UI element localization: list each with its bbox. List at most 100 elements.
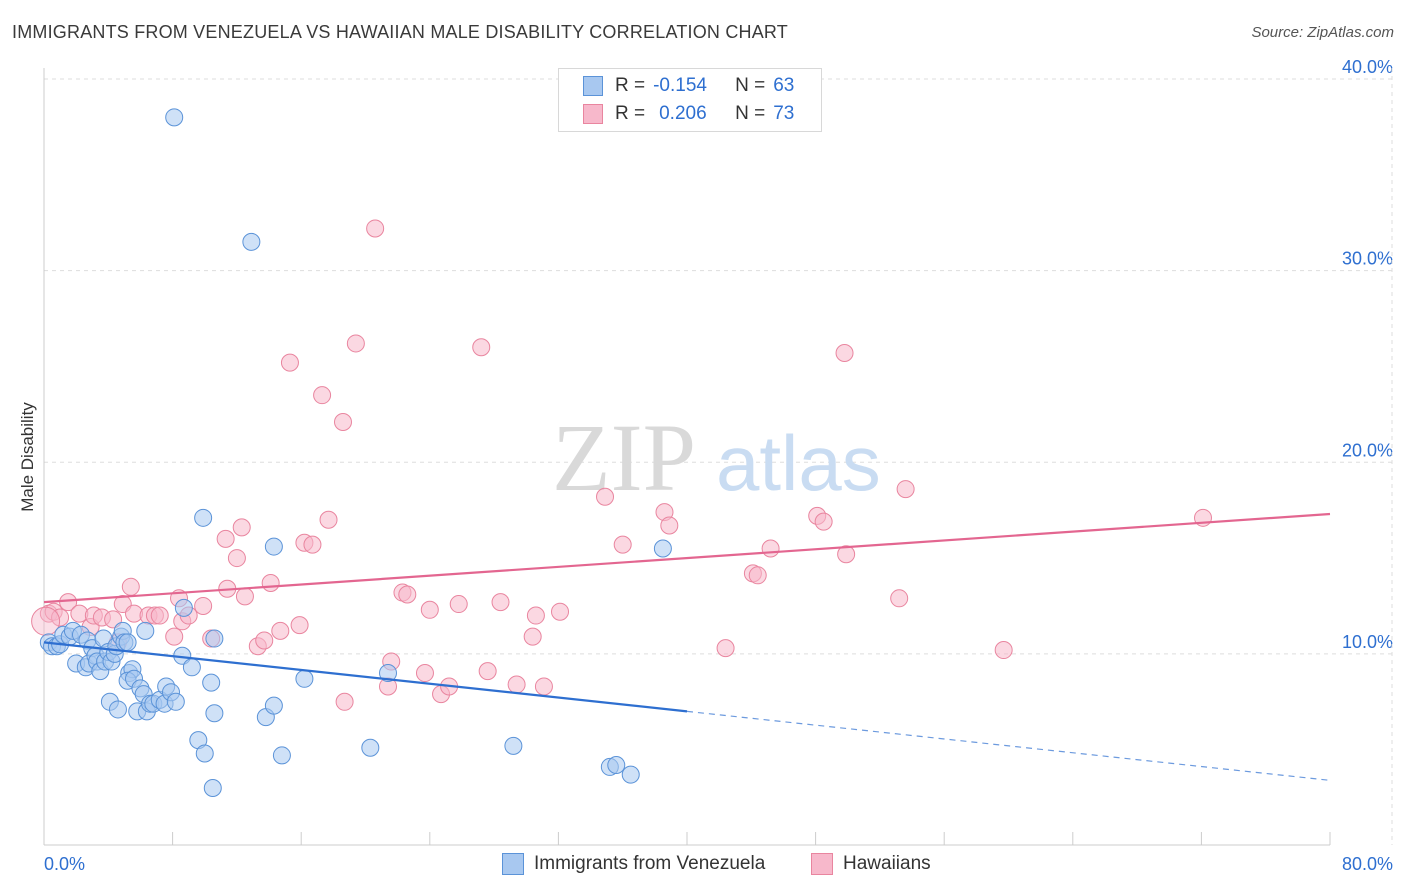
venezuela-point <box>118 633 137 652</box>
y-tick-label: 30.0% <box>1342 249 1393 269</box>
hawaiians-point <box>232 518 251 537</box>
bottom-legend-label: Immigrants from Venezuela <box>534 853 766 874</box>
hawaiians-point <box>814 512 833 531</box>
hawaiians-point <box>748 566 767 585</box>
chart-title: IMMIGRANTS FROM VENEZUELA VS HAWAIIAN MA… <box>12 22 788 42</box>
venezuela-point <box>165 108 184 127</box>
venezuela-point <box>205 704 224 723</box>
legend-r-value: -0.154 <box>653 75 707 96</box>
venezuela-point <box>242 232 261 251</box>
hawaiians-trendline <box>43 512 1331 604</box>
venezuela-point <box>264 537 283 556</box>
hawaiians-point <box>994 641 1013 660</box>
grid-layer: 10.0% 20.0% 30.0% 40.0% <box>44 57 1393 655</box>
hawaiians-point <box>478 662 497 681</box>
hawaiians-point <box>51 608 70 627</box>
y-tick-label: 40.0% <box>1342 57 1393 77</box>
hawaiians-point <box>551 602 570 621</box>
venezuela-point <box>361 738 380 757</box>
hawaiians-point <box>194 596 213 615</box>
hawaiians-point <box>150 606 169 625</box>
venezuela-point <box>136 621 155 640</box>
venezuela-point <box>203 779 222 798</box>
x-tick-label-max: 80.0% <box>1342 854 1393 874</box>
venezuela-point <box>272 746 291 765</box>
hawaiians-point <box>227 549 246 568</box>
watermark-zip: ZIP <box>552 404 696 511</box>
hawaiians-point <box>235 587 254 606</box>
venezuela-point <box>194 508 213 527</box>
hawaiians-point <box>491 593 510 612</box>
stats-legend: R = -0.154 N = 63 R = 0.206 N = 73 <box>558 68 822 132</box>
legend-r-label: R = <box>615 75 646 96</box>
hawaiians-point <box>835 344 854 363</box>
hawaiians-point <box>121 577 140 596</box>
venezuela-point <box>621 765 640 784</box>
venezuela-point <box>607 756 626 775</box>
trend-layer <box>43 512 1331 781</box>
hawaiians-point <box>346 334 365 353</box>
hawaiians-point <box>420 600 439 619</box>
venezuela-point <box>174 598 193 617</box>
hawaiians-point <box>596 487 615 506</box>
watermark-atlas: atlas <box>716 419 881 507</box>
watermark: ZIP atlas <box>552 404 881 511</box>
hawaiians-point <box>761 539 780 558</box>
venezuela-point <box>504 736 523 755</box>
hawaiians-point <box>280 353 299 372</box>
legend-swatch-pink <box>583 104 603 124</box>
hawaiians-point <box>216 529 235 548</box>
hawaiians-point <box>290 616 309 635</box>
hawaiians-point <box>890 589 909 608</box>
hawaiians-point <box>333 413 352 432</box>
x-tick-label-min: 0.0% <box>44 854 85 874</box>
venezuela-point <box>182 658 201 677</box>
bottom-legend-hawaiians[interactable]: Hawaiians <box>811 852 931 876</box>
bottom-legend-swatch-blue <box>502 853 524 875</box>
legend-r-value: 0.206 <box>659 103 707 124</box>
hawaiians-point <box>335 692 354 711</box>
venezuela-point <box>379 664 398 683</box>
bottom-legend-swatch-pink <box>811 853 833 875</box>
hawaiians-point <box>366 219 385 238</box>
venezuela-point <box>195 744 214 763</box>
hawaiians-point <box>534 677 553 696</box>
hawaiians-point <box>507 675 526 694</box>
hawaiians-point <box>837 545 856 564</box>
legend-swatch-blue <box>583 76 603 96</box>
y-tick-label: 10.0% <box>1342 632 1393 652</box>
hawaiians-point <box>472 338 491 357</box>
y-tick-label: 20.0% <box>1342 440 1393 460</box>
hawaiians-point <box>716 639 735 658</box>
hawaiians-point <box>319 510 338 529</box>
legend-r-label: R = <box>615 103 646 124</box>
hawaiians-point <box>313 386 332 405</box>
legend-n-value: 73 <box>773 103 795 124</box>
venezuela-points <box>39 108 672 798</box>
legend-row-hawaiians: R = 0.206 N = 73 <box>583 101 794 127</box>
hawaiians-point <box>613 535 632 554</box>
hawaiians-point <box>526 606 545 625</box>
bottom-legend-label: Hawaiians <box>843 853 931 874</box>
axis-layer <box>43 68 1393 846</box>
hawaiians-point <box>104 610 123 629</box>
hawaiians-point <box>523 627 542 646</box>
venezuela-trendline <box>43 641 688 713</box>
hawaiians-point <box>303 535 322 554</box>
venezuela-point <box>205 629 224 648</box>
hawaiians-point <box>415 664 434 683</box>
legend-row-venezuela: R = -0.154 N = 63 <box>583 73 794 99</box>
venezuela-point <box>166 692 185 711</box>
venezuela-point <box>202 673 221 692</box>
hawaiians-point <box>255 631 274 650</box>
hawaiians-point <box>398 585 417 604</box>
hawaiians-point <box>660 516 679 535</box>
legend-n-label: N = <box>735 103 766 124</box>
venezuela-point <box>108 700 127 719</box>
legend-n-value: 63 <box>773 75 795 96</box>
source-label: Source: ZipAtlas.com <box>1251 24 1394 41</box>
bottom-legend-venezuela[interactable]: Immigrants from Venezuela <box>502 852 765 876</box>
hawaiians-point <box>896 480 915 499</box>
venezuela-trendline-extension <box>686 710 1331 781</box>
